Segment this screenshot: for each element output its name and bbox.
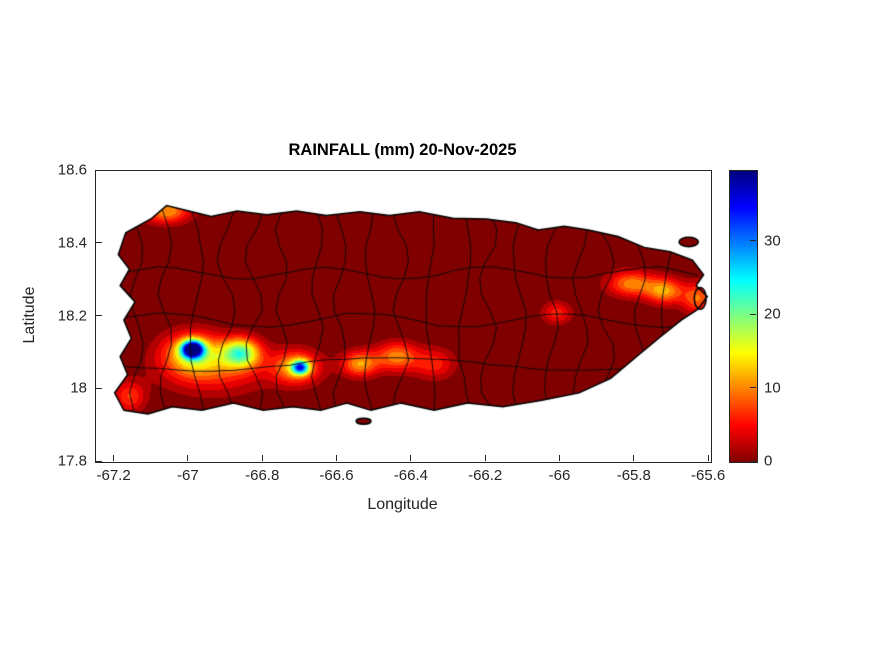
x-tick-mark bbox=[187, 455, 189, 461]
x-tick-mark bbox=[113, 455, 115, 461]
x-tick-mark bbox=[707, 455, 709, 461]
colorbar-tick-label: 30 bbox=[764, 232, 781, 250]
colorbar-tick-label: 0 bbox=[764, 452, 773, 470]
chart-title: RAINFALL (mm) 20-Nov-2025 bbox=[288, 141, 517, 159]
y-tick-label: 17.8 bbox=[57, 452, 87, 470]
y-tick-mark bbox=[96, 387, 102, 389]
x-tick-mark bbox=[261, 455, 263, 461]
y-tick-mark bbox=[96, 460, 102, 462]
y-tick-label: 18 bbox=[70, 379, 87, 397]
y-tick-mark bbox=[96, 315, 102, 316]
colorbar-tick-label: 20 bbox=[764, 305, 781, 323]
y-tick-label: 18.2 bbox=[57, 307, 87, 324]
y-tick-label: 18.4 bbox=[57, 234, 87, 252]
x-tick-label: -67 bbox=[177, 467, 199, 484]
x-tick-label: -65.8 bbox=[616, 467, 651, 484]
x-axis-label: Longitude bbox=[367, 496, 438, 513]
colorbar-tick-mark bbox=[750, 460, 756, 462]
x-tick-label: -65.6 bbox=[691, 467, 726, 484]
x-tick-label: -66.8 bbox=[245, 467, 280, 484]
y-tick-mark bbox=[96, 169, 102, 171]
colorbar bbox=[729, 170, 758, 463]
colorbar-tick-mark bbox=[750, 387, 756, 388]
x-tick-mark bbox=[559, 455, 560, 461]
plot-area bbox=[95, 170, 712, 463]
y-tick-label: 18.6 bbox=[57, 161, 87, 179]
x-tick-mark bbox=[336, 455, 338, 461]
colorbar-tick-mark bbox=[750, 240, 756, 242]
y-tick-mark bbox=[96, 242, 102, 244]
x-tick-label: -67.2 bbox=[96, 467, 131, 484]
x-tick-mark bbox=[484, 455, 486, 461]
x-tick-label: -66.2 bbox=[468, 467, 503, 484]
x-tick-mark bbox=[633, 455, 635, 461]
colorbar-tick-label: 10 bbox=[764, 379, 781, 396]
puerto-rico-rainfall-map bbox=[96, 171, 711, 462]
x-tick-mark bbox=[410, 455, 412, 461]
x-tick-label: -66.6 bbox=[319, 467, 354, 484]
x-tick-label: -66.4 bbox=[393, 467, 428, 484]
colorbar-tick-mark bbox=[750, 313, 756, 315]
x-tick-label: -66 bbox=[548, 467, 571, 484]
